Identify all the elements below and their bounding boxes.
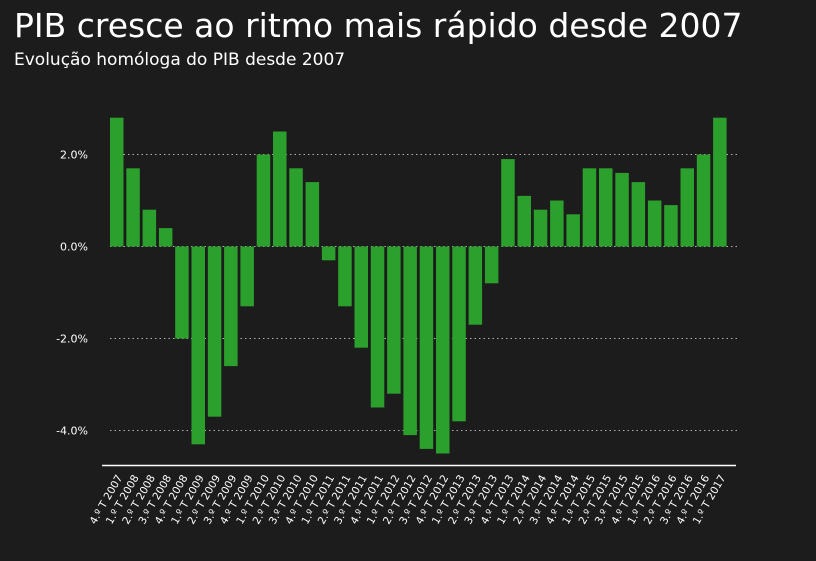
bar [631,182,646,247]
bar [501,159,515,247]
bar [468,246,483,325]
chart-subtitle: Evolução homóloga do PIB desde 2007 [14,50,346,70]
chart-title: PIB cresce ao ritmo mais rápido desde 20… [14,6,743,45]
bar [158,228,173,247]
bar [582,168,597,247]
bar [484,246,499,284]
y-tick-label: -4.0% [56,425,88,438]
bar [599,168,613,247]
bar [615,172,629,247]
bar [680,168,694,247]
bar [370,246,385,408]
bar [664,205,678,247]
bar [354,246,368,348]
bar [191,246,205,445]
bar [696,154,711,247]
bar [321,246,336,261]
y-tick-label: 0.0% [60,241,88,254]
bar [517,195,531,247]
bar [110,117,124,247]
bar [142,209,157,247]
bar [647,200,662,247]
bar [175,246,189,339]
bar [550,200,564,247]
bar [240,246,254,307]
bar [713,117,727,247]
bar [256,154,271,247]
bar [224,246,238,367]
y-tick-label: 2.0% [60,149,88,162]
bar [126,168,140,247]
bar [387,246,401,394]
bar [289,168,303,247]
y-tick-label: -2.0% [56,333,88,346]
bar [452,246,466,422]
bar [403,246,417,436]
bar [533,209,548,247]
bar [207,246,222,417]
bar [436,246,450,454]
bar [419,246,434,449]
bar [305,182,320,247]
bar [566,214,580,247]
bar [338,246,352,307]
bar [273,131,287,247]
